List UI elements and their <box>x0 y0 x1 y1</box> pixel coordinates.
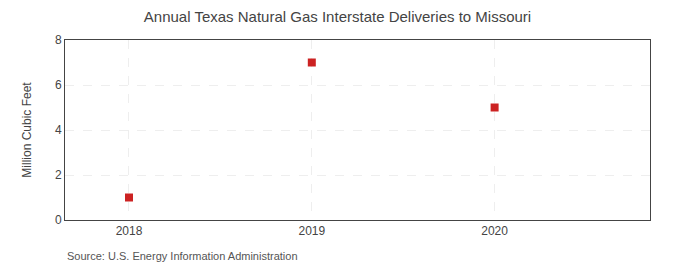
svg-text:2019: 2019 <box>298 224 325 238</box>
svg-text:2020: 2020 <box>481 224 508 238</box>
svg-text:2018: 2018 <box>116 224 143 238</box>
svg-text:4: 4 <box>55 123 62 137</box>
svg-text:6: 6 <box>55 78 62 92</box>
svg-text:8: 8 <box>55 33 62 47</box>
svg-text:Source: U.S. Energy Informatio: Source: U.S. Energy Information Administ… <box>67 250 298 262</box>
svg-text:2: 2 <box>55 168 62 182</box>
svg-text:0: 0 <box>55 213 62 227</box>
svg-text:Million Cubic Feet: Million Cubic Feet <box>20 82 34 178</box>
svg-text:Annual Texas Natural Gas Inter: Annual Texas Natural Gas Interstate Deli… <box>144 8 531 25</box>
